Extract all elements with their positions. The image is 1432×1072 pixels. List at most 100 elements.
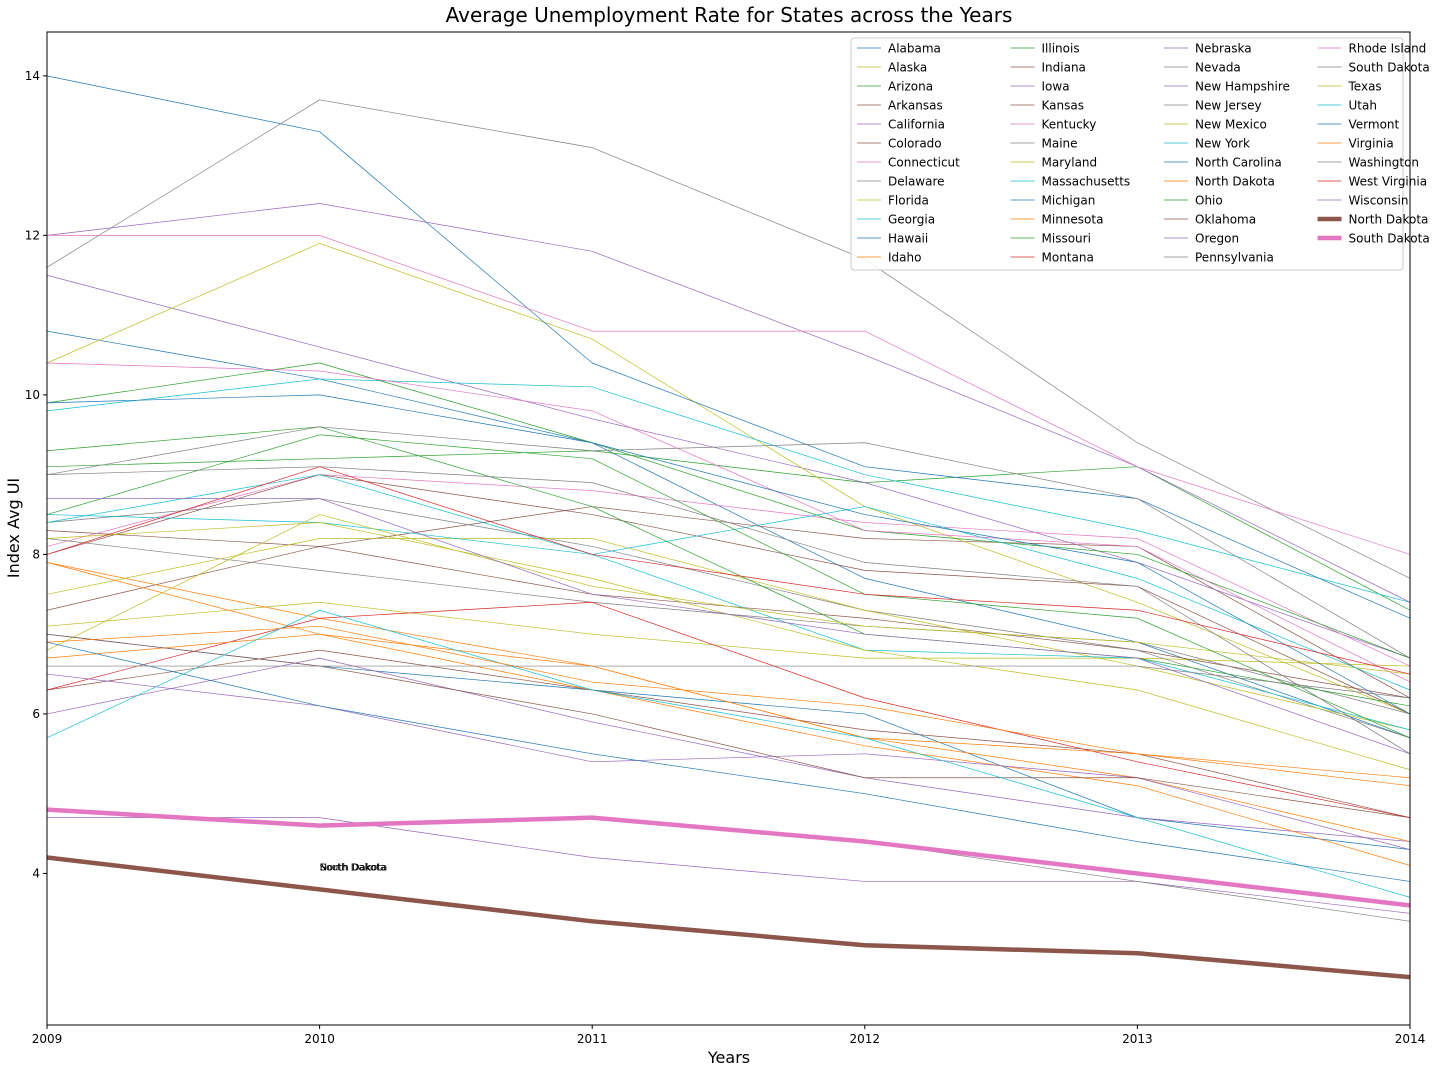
- legend-label: Delaware: [888, 175, 945, 189]
- legend-entry-delaware-7: Delaware: [857, 175, 945, 189]
- y-tick-label-10: 10: [25, 388, 40, 402]
- legend-entry-utah-39: Utah: [1317, 99, 1377, 113]
- legend-entry-hawaii-10: Hawaii: [857, 232, 928, 246]
- x-axis-label: Years: [707, 1048, 750, 1067]
- legend-entry-new-mexico-28: New Mexico: [1164, 118, 1267, 132]
- series-line-south-dakota-37: [46, 809, 1411, 922]
- series-line-maine-17: [46, 498, 1411, 739]
- legend-label: Minnesota: [1042, 213, 1104, 227]
- series-line-west-virginia-43: [46, 466, 1411, 675]
- legend-label: South Dakota: [1349, 61, 1430, 75]
- legend-label: Vermont: [1349, 118, 1400, 132]
- series-line-wisconsin-44: [47, 498, 1411, 755]
- legend-label: Virginia: [1349, 137, 1394, 151]
- series-line-nevada-25: [46, 99, 1411, 579]
- series-line-massachusetts-19: [46, 514, 1411, 731]
- y-tick-label-8: 8: [32, 547, 40, 561]
- legend-label: New York: [1195, 137, 1250, 151]
- series-line-montana-23: [46, 601, 1411, 818]
- legend-entry-new-hampshire-26: New Hampshire: [1164, 80, 1290, 94]
- legend-entry-north-carolina-30: North Carolina: [1164, 156, 1282, 170]
- x-tick-label-2009: 2009: [32, 1032, 63, 1046]
- series-line-georgia-9: [46, 378, 1411, 603]
- series-line-vermont-40: [46, 641, 1411, 882]
- legend-entry-arkansas-3: Arkansas: [857, 99, 943, 113]
- legend-label: Illinois: [1042, 42, 1080, 56]
- legend-label: Connecticut: [888, 156, 960, 170]
- legend-entry-pennsylvania-35: Pennsylvania: [1164, 251, 1274, 265]
- legend-label: West Virginia: [1349, 175, 1428, 189]
- y-tick-label-12: 12: [25, 228, 40, 242]
- series-line-kentucky-16: [46, 362, 1411, 683]
- legend-entry-nebraska-24: Nebraska: [1164, 42, 1252, 56]
- legend-label: Rhode Island: [1349, 42, 1427, 56]
- legend-entry-montana-23: Montana: [1010, 251, 1094, 265]
- series-line-virginia-41: [46, 625, 1411, 779]
- legend-label: New Jersey: [1195, 99, 1262, 113]
- legend-entry-south-dakota-46: South Dakota: [1317, 232, 1430, 246]
- legend-entry-kentucky-16: Kentucky: [1010, 118, 1096, 132]
- legend-entry-michigan-20: Michigan: [1010, 194, 1095, 208]
- legend-entry-alabama-0: Alabama: [857, 42, 941, 56]
- legend-entry-nevada-25: Nevada: [1164, 61, 1241, 75]
- series-line-maryland-18: [46, 538, 1411, 731]
- series-line-north-dakota-31: [46, 633, 1411, 787]
- x-axis-ticks: 2009 2010 2011 2012 2013 2014: [32, 1025, 1426, 1046]
- legend-entry-georgia-9: Georgia: [857, 213, 935, 227]
- legend-label: North Dakota: [1195, 175, 1275, 189]
- y-tick-label-14: 14: [25, 69, 40, 83]
- legend-entry-new-york-29: New York: [1164, 137, 1250, 151]
- series-line-alabama-0: [46, 330, 1411, 739]
- legend-label: South Dakota: [1349, 232, 1430, 246]
- legend-label: North Dakota: [1349, 213, 1429, 227]
- legend-entry-idaho-11: Idaho: [857, 251, 921, 265]
- series-line-ohio-32: [46, 434, 1411, 739]
- series-line-new-york-29: [46, 474, 1411, 691]
- series-line-minnesota-21: [46, 562, 1411, 866]
- legend-entry-minnesota-21: Minnesota: [1010, 213, 1104, 227]
- legend-label: Nevada: [1195, 61, 1241, 75]
- series-line-oklahoma-33: [46, 633, 1411, 818]
- legend-label: Idaho: [888, 251, 921, 265]
- legend-label: Washington: [1349, 156, 1420, 170]
- legend-entry-kansas-15: Kansas: [1010, 99, 1084, 113]
- legend-entry-rhode-island-36: Rhode Island: [1317, 42, 1427, 56]
- legend-label: Pennsylvania: [1195, 251, 1274, 265]
- series-lines: [46, 75, 1411, 980]
- legend-entry-arizona-2: Arizona: [857, 80, 933, 94]
- legend-label: Massachusetts: [1042, 175, 1131, 189]
- legend-entry-alaska-1: Alaska: [857, 61, 927, 75]
- legend-entry-colorado-5: Colorado: [857, 137, 942, 151]
- legend-label: Maryland: [1042, 156, 1098, 170]
- legend-label: Alabama: [888, 42, 941, 56]
- legend-label: Oklahoma: [1195, 213, 1256, 227]
- legend-label: Florida: [888, 194, 929, 208]
- series-line-nebraska-24: [47, 817, 1411, 914]
- legend-entry-connecticut-6: Connecticut: [857, 156, 960, 170]
- series-line-hawaii-10: [46, 633, 1411, 850]
- annotation-north-dakota-0: North Dakota: [320, 862, 387, 873]
- legend-entry-washington-42: Washington: [1317, 156, 1420, 170]
- series-line-new-mexico-28: [46, 514, 1411, 675]
- series-line-arizona-2: [46, 450, 1411, 611]
- series-line-connecticut-6: [46, 474, 1411, 667]
- legend-entry-texas-38: Texas: [1317, 80, 1382, 94]
- series-line-new-hampshire-26: [46, 673, 1411, 850]
- x-tick-label-2014: 2014: [1395, 1032, 1426, 1046]
- y-axis-label: Index Avg UI: [4, 478, 23, 578]
- legend-entry-south-dakota-37: South Dakota: [1317, 61, 1430, 75]
- legend-entry-wisconsin-44: Wisconsin: [1317, 194, 1408, 208]
- legend-label: Georgia: [888, 213, 935, 227]
- legend-entry-north-dakota-45: North Dakota: [1317, 213, 1429, 227]
- legend-label: Oregon: [1195, 232, 1239, 246]
- legend-entry-california-4: California: [857, 118, 945, 132]
- legend-entry-west-virginia-43: West Virginia: [1317, 175, 1428, 189]
- series-line-california-4: [46, 274, 1411, 659]
- y-tick-label-6: 6: [32, 707, 40, 721]
- series-line-utah-39: [46, 609, 1411, 898]
- x-tick-label-2010: 2010: [304, 1032, 335, 1046]
- legend-label: North Carolina: [1195, 156, 1282, 170]
- legend-entry-vermont-40: Vermont: [1317, 118, 1400, 132]
